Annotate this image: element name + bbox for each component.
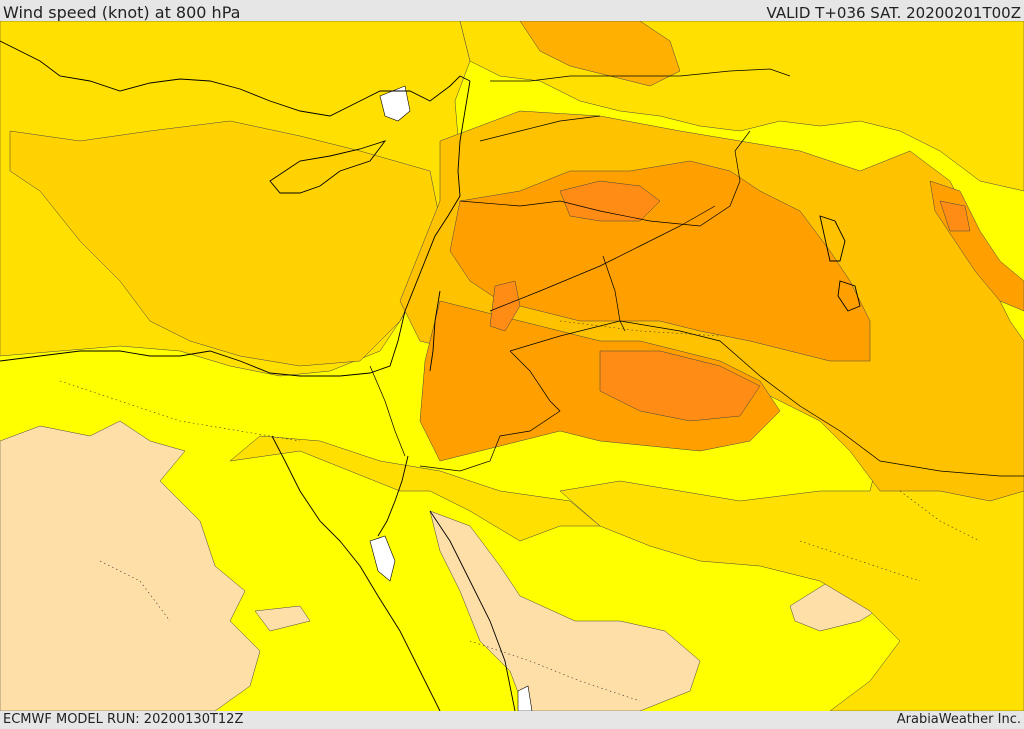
lake-3 [517,685,533,711]
map-title: Wind speed (knot) at 800 hPa [3,3,241,22]
dotted-contours [59,320,981,702]
dark-orange-zone-2 [599,350,761,422]
political-borders [369,68,1024,477]
wind-speed-map [0,21,1024,711]
valid-time-label: VALID T+036 SAT. 20200201T00Z [766,4,1021,22]
orange-zone-syria-iraq [449,160,871,362]
gold-zone-south [229,435,601,542]
map-canvas [0,21,1024,711]
beige-zone-center [429,510,701,711]
orange-zone-top [519,21,681,87]
amber-zone-levant [9,120,441,367]
dark-orange-zone-3 [489,280,521,332]
dark-orange-zone-1 [559,180,661,222]
header-bar: Wind speed (knot) at 800 hPa VALID T+036… [0,0,1024,22]
model-run-label: ECMWF MODEL RUN: 20200130T12Z [3,712,244,727]
beige-zone-west [0,420,261,711]
footer-bar: ECMWF MODEL RUN: 20200130T12Z ArabiaWeat… [0,711,1024,729]
dark-orange-zone-4 [939,200,971,232]
beige-zone-mid [254,605,311,632]
lake-2 [369,535,396,582]
credit-label: ArabiaWeather Inc. [896,712,1021,727]
lake-1 [379,85,411,122]
coastlines [0,40,861,711]
